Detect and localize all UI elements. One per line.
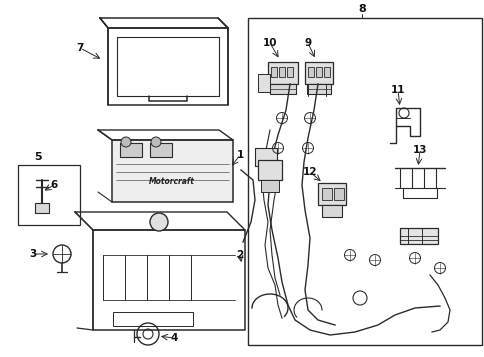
Text: 6: 6 <box>50 180 58 190</box>
Circle shape <box>151 137 161 147</box>
Bar <box>18 165 80 225</box>
Bar <box>268 62 297 84</box>
Bar <box>260 180 278 192</box>
Bar <box>270 84 295 94</box>
Text: 11: 11 <box>390 85 405 95</box>
Bar <box>255 148 276 166</box>
Text: 2: 2 <box>236 250 243 260</box>
Bar <box>321 205 341 217</box>
Text: 3: 3 <box>30 249 37 259</box>
Bar <box>112 140 232 202</box>
Bar <box>318 183 345 205</box>
Bar <box>287 67 292 77</box>
Bar <box>120 143 142 157</box>
Circle shape <box>150 213 167 231</box>
Bar <box>271 67 276 77</box>
Text: 12: 12 <box>302 167 317 177</box>
Text: Motorcraft: Motorcraft <box>149 177 195 186</box>
Text: 8: 8 <box>357 4 365 14</box>
Text: 5: 5 <box>34 152 42 162</box>
Bar <box>150 143 172 157</box>
Text: 1: 1 <box>236 150 243 160</box>
Text: 4: 4 <box>170 333 177 343</box>
Bar <box>323 67 329 77</box>
Bar <box>247 18 481 345</box>
Text: 9: 9 <box>304 38 311 48</box>
Text: 7: 7 <box>76 43 84 53</box>
Bar <box>113 312 193 326</box>
Bar <box>35 203 49 213</box>
Bar <box>304 62 333 84</box>
Circle shape <box>121 137 131 147</box>
Bar <box>306 84 330 94</box>
Bar <box>399 228 437 244</box>
Bar <box>321 188 332 200</box>
Bar <box>278 67 285 77</box>
Bar <box>257 160 281 180</box>
Text: 10: 10 <box>262 38 277 48</box>
Bar <box>257 166 273 176</box>
Bar <box>257 74 270 92</box>
Bar <box>316 67 321 77</box>
Bar <box>333 188 343 200</box>
Text: 13: 13 <box>412 145 426 155</box>
Bar <box>307 67 313 77</box>
